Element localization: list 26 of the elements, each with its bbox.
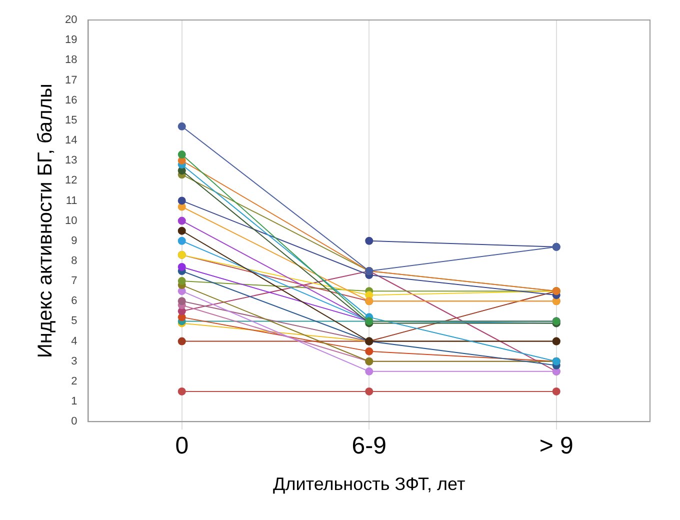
y-tick-label: 18 — [64, 54, 78, 66]
y-tick-label: 19 — [64, 34, 78, 46]
y-tick-label: 15 — [64, 114, 78, 126]
x-tick-label: 0 — [175, 432, 189, 460]
y-tick-label: 8 — [71, 254, 78, 267]
y-axis-title: Индекс активности БГ, баллы — [34, 84, 57, 358]
y-tick-label: 16 — [64, 94, 78, 106]
y-tick-label: 2 — [71, 375, 78, 388]
y-tick-label: 10 — [64, 214, 78, 227]
y-tick-label: 1 — [71, 396, 78, 408]
y-tick-label: 9 — [71, 234, 78, 247]
y-tick-label: 14 — [64, 134, 78, 147]
y-tick-label: 7 — [71, 275, 78, 288]
y-tick-label: 6 — [71, 295, 78, 308]
y-tick-label: 20 — [64, 14, 78, 26]
y-tick-label: 17 — [64, 74, 78, 86]
y-tick-label: 5 — [71, 315, 78, 328]
y-tick-label: 13 — [64, 154, 78, 167]
y-tick-label: 11 — [66, 194, 78, 207]
y-tick-label: 12 — [64, 174, 78, 187]
y-tick-label: 4 — [71, 335, 78, 348]
y-tick-label: 0 — [71, 416, 78, 428]
x-tick-label: 6-9 — [352, 432, 386, 460]
x-tick-label: > 9 — [539, 432, 574, 460]
y-tick-label: 3 — [71, 355, 78, 368]
x-axis-title: Длительность ЗФТ, лет — [273, 474, 466, 494]
